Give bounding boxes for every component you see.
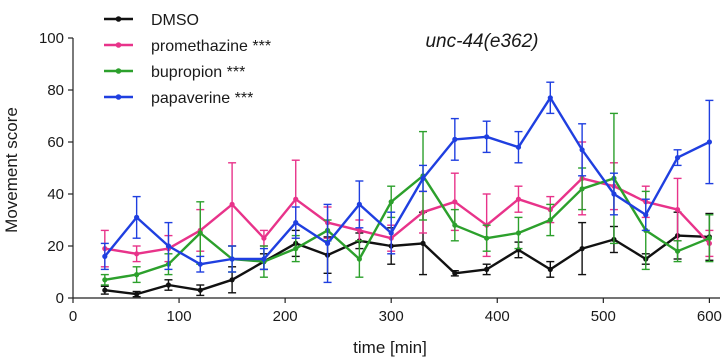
data-point bbox=[356, 201, 362, 207]
data-point bbox=[674, 207, 681, 213]
data-point bbox=[197, 287, 203, 293]
legend-marker bbox=[115, 94, 122, 100]
x-tick-label: 100 bbox=[167, 308, 192, 325]
data-point bbox=[102, 277, 108, 283]
legend-marker bbox=[115, 16, 122, 22]
data-point bbox=[484, 134, 490, 140]
x-axis-title: time [min] bbox=[353, 338, 427, 357]
y-tick-label: 100 bbox=[39, 30, 64, 47]
y-tick-label: 60 bbox=[47, 134, 64, 151]
data-point bbox=[293, 196, 299, 202]
data-point bbox=[643, 212, 649, 218]
x-tick-label: 300 bbox=[379, 308, 404, 325]
data-point bbox=[356, 256, 362, 262]
y-tick-label: 0 bbox=[56, 290, 64, 307]
data-point bbox=[229, 277, 235, 283]
data-point bbox=[197, 230, 203, 236]
data-point bbox=[515, 144, 522, 150]
data-point bbox=[674, 248, 681, 254]
legend-marker bbox=[115, 68, 122, 74]
data-point bbox=[452, 199, 458, 205]
series-3 bbox=[100, 81, 714, 284]
y-tick-label: 40 bbox=[47, 186, 64, 203]
data-point bbox=[293, 246, 299, 252]
x-tick-label: 0 bbox=[69, 308, 77, 325]
series-line bbox=[104, 234, 710, 296]
legend-label: DMSO bbox=[151, 12, 199, 29]
axes: 0 100 200 300 400 500 600 0 20 40 60 80 100 bbox=[39, 30, 722, 325]
data-point bbox=[452, 222, 458, 228]
legend-label: promethazine *** bbox=[151, 38, 271, 55]
data-point bbox=[611, 191, 617, 197]
data-point bbox=[515, 196, 522, 202]
data-point bbox=[324, 240, 331, 246]
data-point bbox=[165, 243, 172, 249]
data-point bbox=[484, 235, 490, 241]
legend-marker bbox=[115, 42, 122, 48]
data-point bbox=[420, 240, 426, 246]
data-point bbox=[197, 261, 203, 267]
data-point bbox=[229, 201, 235, 207]
data-point bbox=[452, 270, 458, 276]
data-point bbox=[102, 253, 108, 259]
data-point bbox=[356, 227, 362, 233]
data-point bbox=[134, 272, 140, 278]
data-point bbox=[579, 147, 585, 153]
data-point bbox=[452, 136, 458, 142]
data-point bbox=[706, 235, 712, 241]
data-point bbox=[579, 246, 585, 252]
data-point bbox=[165, 282, 172, 288]
data-point bbox=[579, 186, 585, 192]
data-point bbox=[388, 199, 394, 205]
data-point bbox=[229, 256, 235, 262]
data-point bbox=[515, 230, 522, 236]
series-line bbox=[103, 96, 710, 266]
data-point bbox=[261, 235, 267, 241]
y-tick-label: 20 bbox=[47, 238, 64, 255]
series-line bbox=[104, 174, 710, 281]
data-point bbox=[706, 139, 712, 145]
data-point bbox=[388, 230, 394, 236]
data-point bbox=[134, 251, 140, 257]
data-point bbox=[134, 214, 140, 220]
data-point bbox=[547, 266, 553, 272]
data-point bbox=[674, 155, 681, 161]
x-tick-label: 600 bbox=[697, 308, 722, 325]
data-point bbox=[547, 95, 553, 101]
x-tick-label: 400 bbox=[485, 308, 510, 325]
data-point bbox=[293, 220, 299, 226]
legend-label: bupropion *** bbox=[151, 64, 245, 81]
data-point bbox=[420, 175, 426, 181]
data-point bbox=[261, 256, 267, 262]
legend: DMSO promethazine *** bupropion *** papaver… bbox=[104, 12, 271, 107]
y-axis-title: Movement score bbox=[2, 107, 21, 233]
legend-label: papaverine *** bbox=[151, 90, 253, 107]
x-tick-label: 500 bbox=[591, 308, 616, 325]
data-point bbox=[102, 287, 108, 293]
data-point bbox=[134, 291, 140, 297]
series-layer bbox=[100, 81, 714, 298]
x-tick-label: 200 bbox=[273, 308, 298, 325]
data-point bbox=[547, 217, 553, 223]
y-tick-label: 80 bbox=[47, 82, 64, 99]
strain-annotation: unc-44(e362) bbox=[425, 31, 538, 52]
data-point bbox=[484, 266, 490, 272]
